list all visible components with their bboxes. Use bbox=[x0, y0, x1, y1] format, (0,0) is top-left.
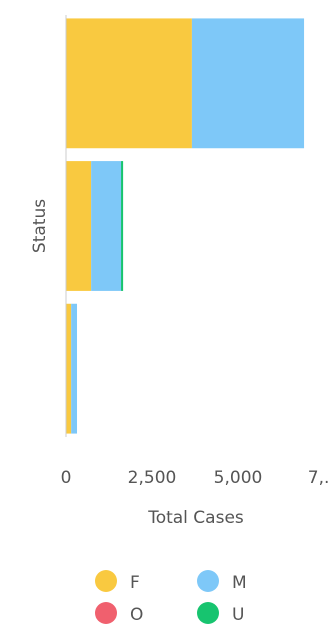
bar-segment bbox=[121, 161, 124, 291]
legend-label: U bbox=[232, 605, 244, 625]
legend-swatch bbox=[197, 570, 219, 592]
legend-swatch bbox=[197, 602, 219, 624]
bar-segment bbox=[71, 303, 78, 434]
x-tick-label: 2,500 bbox=[128, 468, 177, 488]
bar-segment bbox=[91, 161, 122, 291]
x-tick-label: 0 bbox=[61, 468, 72, 488]
y-axis-label: Status bbox=[30, 199, 50, 253]
x-axis-label: Total Cases bbox=[147, 508, 244, 528]
x-tick-label: 7,... bbox=[308, 468, 331, 488]
bar-segment bbox=[191, 18, 305, 149]
x-tick-label: 5,000 bbox=[214, 468, 263, 488]
legend-label: O bbox=[130, 605, 143, 625]
bar-segment bbox=[66, 161, 92, 291]
bar-segment bbox=[66, 18, 192, 149]
legend-swatch bbox=[95, 602, 117, 624]
bar-segment bbox=[66, 303, 72, 434]
legend-label: F bbox=[130, 573, 140, 593]
legend-swatch bbox=[95, 570, 117, 592]
legend-label: M bbox=[232, 573, 247, 593]
